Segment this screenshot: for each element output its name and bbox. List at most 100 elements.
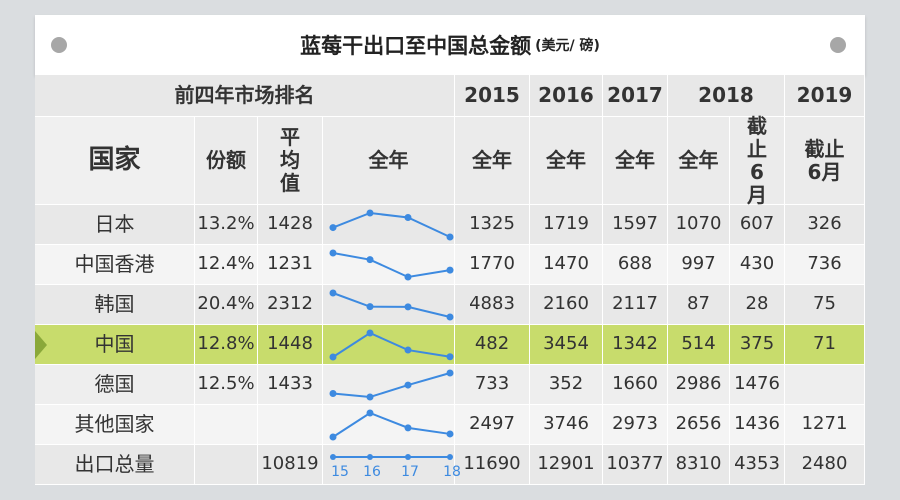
average: 1428 [258, 205, 323, 245]
country-name: 中国香港 [35, 245, 195, 285]
value: 4883 [455, 285, 530, 325]
sparkline [332, 211, 451, 238]
year-header: 2015 [455, 75, 530, 117]
value [785, 365, 865, 405]
sparkline-cell [323, 285, 455, 325]
sparkline [332, 252, 451, 279]
sparkline-point [366, 329, 374, 337]
axis-dot [447, 454, 453, 460]
sparkline-cell [323, 325, 455, 365]
sparkline [332, 411, 451, 438]
sparkline-point [329, 249, 337, 257]
group-header: 前四年市场排名 [35, 75, 455, 117]
share: 12.5% [195, 365, 258, 405]
value: 1325 [455, 205, 530, 245]
country-name: 其他国家 [35, 405, 195, 445]
value: 2973 [603, 405, 668, 445]
value: 733 [455, 365, 530, 405]
column-header: 全年 [455, 117, 530, 205]
sparkline-point [329, 390, 337, 398]
value: 1770 [455, 245, 530, 285]
sparkline-point [329, 353, 337, 361]
value: 482 [455, 325, 530, 365]
column-header: 截止6月 [785, 117, 865, 205]
share [195, 445, 258, 485]
sparkline-point [366, 256, 374, 264]
sparkline-point [404, 303, 412, 311]
axis-label: 18 [443, 464, 461, 480]
pin [51, 37, 67, 53]
value: 1660 [603, 365, 668, 405]
share [195, 405, 258, 445]
sparkline-cell [323, 405, 455, 445]
value: 1271 [785, 405, 865, 445]
year-header: 2017 [603, 75, 668, 117]
average: 1231 [258, 245, 323, 285]
value: 1719 [530, 205, 603, 245]
sparkline-point [366, 303, 374, 311]
share: 20.4% [195, 285, 258, 325]
value: 997 [668, 245, 730, 285]
sparkline-point [404, 214, 412, 222]
sparkline-point [446, 313, 454, 321]
sparkline-point [329, 289, 337, 297]
column-header: 国家 [35, 117, 195, 205]
share: 12.4% [195, 245, 258, 285]
sparkline-cell [323, 245, 455, 285]
sparkline-point [366, 209, 374, 217]
sparkline-cell [323, 205, 455, 245]
value: 3746 [530, 405, 603, 445]
value: 3454 [530, 325, 603, 365]
value: 375 [730, 325, 785, 365]
column-header: 截止6月 [730, 114, 785, 206]
axis-dot [367, 454, 373, 460]
average: 1433 [258, 365, 323, 405]
unit: (美元/ 磅) [535, 38, 600, 54]
value: 736 [785, 245, 865, 285]
column-header: 全年 [323, 117, 455, 205]
column-header: 全年 [603, 117, 668, 205]
axis-label: 16 [363, 464, 381, 480]
year-header: 2018 [668, 75, 785, 117]
value: 688 [603, 245, 668, 285]
value: 12901 [530, 445, 603, 485]
year-header: 2019 [785, 75, 865, 117]
average [258, 405, 323, 445]
sparkline-point [404, 424, 412, 432]
sparkline-cell [323, 365, 455, 405]
value: 1476 [730, 365, 785, 405]
value: 75 [785, 285, 865, 325]
axis-label: 15 [331, 464, 349, 480]
sparkline-cell [323, 445, 455, 485]
sparkline [332, 292, 451, 318]
value: 2160 [530, 285, 603, 325]
value: 514 [668, 325, 730, 365]
country-name: 德国 [35, 365, 195, 405]
value: 1342 [603, 325, 668, 365]
axis-dot [405, 454, 411, 460]
country-name: 韩国 [35, 285, 195, 325]
country-name: 出口总量 [35, 445, 195, 485]
sparkline-point [404, 381, 412, 389]
axis-dot [330, 454, 336, 460]
country-name: 中国 [35, 325, 195, 365]
value: 2497 [455, 405, 530, 445]
title: 蓝莓干出口至中国总金额 [300, 34, 532, 58]
sparkline [332, 372, 451, 399]
sparkline-point [329, 433, 337, 441]
year-header: 2016 [530, 75, 603, 117]
sparkline-point [446, 369, 454, 377]
value: 352 [530, 365, 603, 405]
sparkline [332, 331, 451, 358]
average: 2312 [258, 285, 323, 325]
value: 1436 [730, 405, 785, 445]
title-bar: 蓝莓干出口至中国总金额 (美元/ 磅) [35, 15, 865, 75]
column-header: 份额 [195, 117, 258, 205]
value: 28 [730, 285, 785, 325]
value: 2117 [603, 285, 668, 325]
sparkline-point [366, 409, 374, 417]
sparkline-point [329, 224, 337, 232]
sparkline-point [404, 346, 412, 354]
